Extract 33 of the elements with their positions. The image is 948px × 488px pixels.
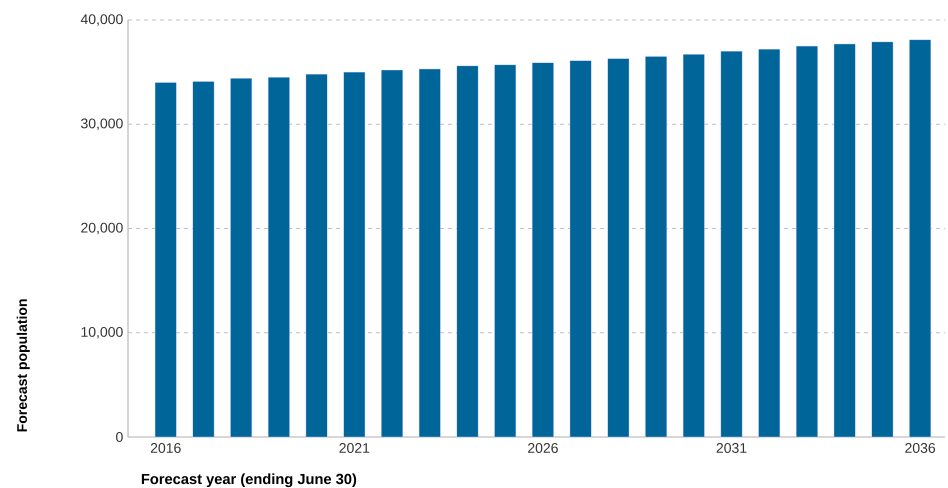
bar	[796, 46, 818, 438]
bar	[456, 66, 478, 438]
y-tick-label: 30,000	[81, 118, 123, 130]
bar	[607, 58, 630, 438]
bar	[532, 62, 554, 438]
bar	[909, 40, 931, 438]
bar	[381, 70, 403, 438]
y-tick-label: 20,000	[81, 222, 123, 234]
bar	[834, 44, 856, 438]
bar	[872, 42, 894, 438]
bar	[645, 56, 667, 438]
bar	[570, 60, 592, 438]
x-axis-title: Forecast year (ending June 30)	[142, 473, 356, 488]
bar	[343, 72, 366, 438]
bar	[268, 77, 290, 438]
x-tick-label: 2016	[150, 443, 181, 453]
y-tick-label: 10,000	[82, 326, 123, 339]
bar	[720, 51, 742, 438]
bar	[494, 64, 516, 438]
bar	[682, 54, 705, 438]
bar	[758, 48, 780, 438]
y-tick-label: 40,000	[80, 14, 123, 26]
x-tick-label: 2036	[905, 443, 936, 453]
y-tick-label: 0	[116, 432, 123, 442]
x-tick-label: 2026	[528, 443, 558, 453]
x-tick-label: 2031	[716, 443, 746, 453]
y-axis-title: Forecast population	[16, 299, 30, 432]
x-tick-label: 2021	[339, 443, 370, 453]
bar	[192, 81, 214, 438]
bar	[154, 82, 177, 438]
bar	[418, 68, 441, 438]
bar	[230, 78, 252, 438]
bar	[306, 74, 328, 438]
